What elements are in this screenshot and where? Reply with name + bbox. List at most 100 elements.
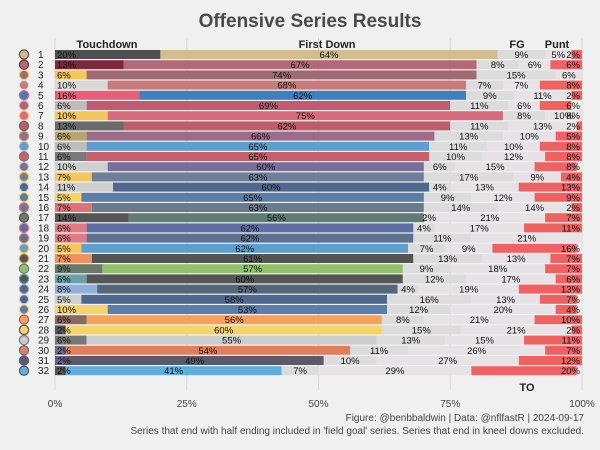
bar-first-down [107,305,388,314]
bar-touchdown [55,203,92,212]
bar-to-label: 8% [566,142,580,153]
chargers-logo [18,243,30,254]
bar-punt-label: 13% [507,254,527,265]
bar-fg-label: 12% [425,274,445,285]
bar-first-down [102,264,403,274]
team-row: 31 2% 49% 10% 27% 12% [18,355,582,367]
bar-touchdown [55,131,87,141]
bar-to-label: 4% [566,305,580,316]
bar-fg-label: 15% [507,70,527,81]
bar-punt [450,182,519,192]
rank-label: 16 [38,203,50,214]
rank-label: 3 [38,70,44,81]
bar-fg-label: 7% [293,366,307,377]
bar-to-label: 2% [566,203,580,214]
header-punt: Punt [545,39,570,51]
bar-first-down [65,366,282,376]
team-row: 21 7% 61% 13% 13% 7% [18,253,582,265]
bar-first-down [107,80,467,90]
bar-fg [423,172,514,182]
bar-punt-label: 13% [533,121,553,132]
bar-first-down [65,325,382,335]
bar-to-label: 16% [561,244,581,255]
bar-to [492,243,577,253]
bar-touchdown-label: 13% [57,121,77,132]
bar-touchdown-label: 6% [57,234,71,245]
bar-fg [381,315,424,325]
jaguars-logo [18,273,30,285]
bar-fg-label: 14% [451,203,471,214]
bar-to [571,50,582,59]
bar-to-label: 6% [566,60,580,71]
bar-first-down [65,345,351,355]
bar-touchdown [55,284,98,294]
bar-first-down [97,284,398,294]
bar-punt [434,223,525,233]
team-rows: 1 20% 64% 9% 5% 2%2 13% 67% 8% 6% 6%3 6% 74% 15% 6%4 10… [18,49,582,377]
bar-fg-label: 15% [412,325,432,336]
bar-first-down-label: 66% [251,132,271,143]
rank-label: 19 [38,234,50,245]
rank-label: 4 [38,81,44,92]
bar-punt-label: 15% [486,162,506,173]
bar-touchdown-label: 2% [57,325,71,336]
bar-punt [502,80,540,90]
rank-label: 1 [38,50,44,61]
bar-first-down-label: 53% [238,305,258,316]
giants-logo [18,222,30,234]
bar-first-down [86,315,382,325]
team-row: 18 6% 62% 4% 17% 11% [18,222,582,234]
bar-fg [434,131,503,141]
bar-fg [429,152,482,161]
bar-first-down [86,101,451,110]
bar-fg [381,325,461,335]
bar-first-down [91,172,424,182]
bar-fg-label: 10% [341,356,361,367]
bar-touchdown-label: 6% [57,70,71,81]
bar-touchdown-label: 5% [57,193,71,204]
bar-touchdown-label: 7% [57,172,71,183]
bar-touchdown-label: 7% [57,203,71,214]
bar-first-down-label: 68% [277,81,297,92]
bar-first-down [112,182,430,192]
rank-label: 14 [38,183,50,194]
bar-first-down-label: 62% [240,234,260,245]
rank-label: 15 [38,193,50,204]
header-touchdown: Touchdown [77,39,138,51]
bar-first-down [81,192,424,202]
rank-label: 20 [38,244,50,255]
rank-label: 26 [38,305,50,316]
bar-touchdown [55,111,108,121]
bar-first-down-label: 57% [243,264,263,275]
bar-first-down [86,141,430,151]
rank-label: 9 [38,132,44,143]
bar-fg-label: 9% [441,193,455,204]
team-row: 17 14% 56% 2% 21% 7% [18,212,582,224]
bar-to [539,80,582,90]
bar-punt-label: 17% [501,274,521,285]
bar-touchdown [55,254,92,263]
bar-punt [481,152,546,161]
bar-fg-label: 11% [433,234,452,245]
bar-touchdown [55,233,87,243]
bar-fg-label: 4% [433,183,447,194]
rank-label: 11 [38,152,49,163]
bar-fg-label: 13% [459,132,479,143]
bar-to [545,152,582,161]
team-row: 15 5% 65% 9% 12% 9% [18,192,582,204]
bar-punt [471,192,535,202]
bar-punt-label: 14% [525,203,545,214]
bar-touchdown [55,294,82,304]
team-row: 24 8% 57% 4% 19% 13% [18,283,582,296]
bar-punt [460,325,572,335]
bar-fg-label: 11% [449,142,468,153]
x-tick-label: 100% [569,399,595,410]
packers-logo [18,263,30,274]
bar-punt [513,90,572,100]
bar-punt-label: 13% [475,183,495,194]
rank-label: 29 [38,336,50,347]
bar-touchdown-label: 20% [57,50,77,61]
bar-to-label: 11% [562,223,581,234]
bar-fg [423,203,498,212]
bar-to-label: 20% [561,366,581,377]
